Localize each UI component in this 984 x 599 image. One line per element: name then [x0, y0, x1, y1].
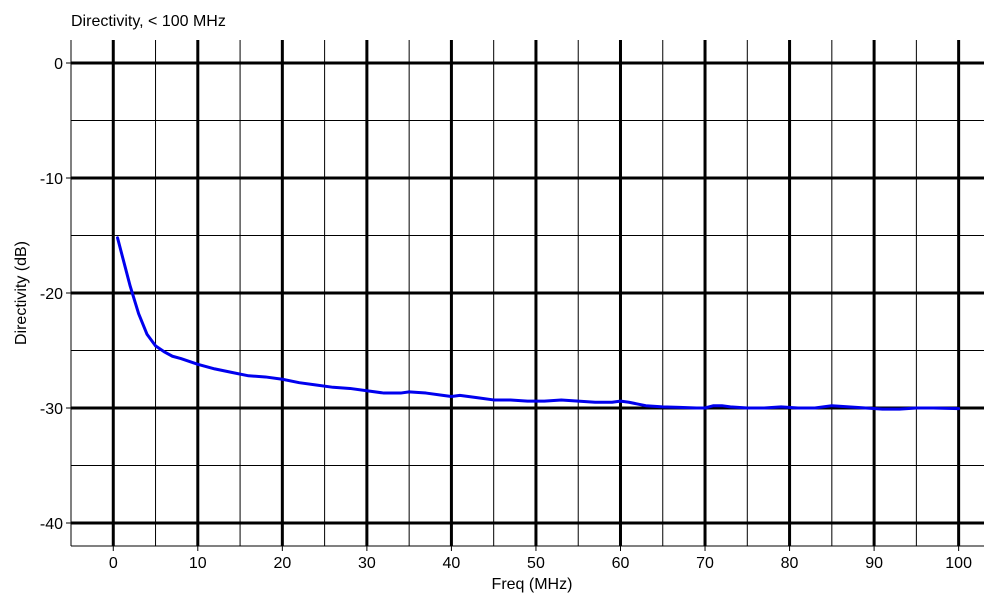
y-tick-label: -10: [40, 171, 63, 188]
x-tick-label: 60: [612, 555, 630, 572]
x-tick-label: 70: [696, 555, 714, 572]
x-tick-label: 20: [273, 555, 291, 572]
y-tick-label: -20: [40, 286, 63, 303]
x-axis-label: Freq (MHz): [492, 576, 573, 593]
x-tick-label: 0: [109, 555, 118, 572]
y-axis-ticks: 0 -10 -20 -30 -40: [40, 56, 71, 533]
x-tick-label: 100: [945, 555, 972, 572]
chart-title: Directivity, < 100 MHz: [71, 13, 226, 30]
x-axis-ticks: 0 10 20 30 40 50 60 70 80 90 100: [109, 546, 972, 572]
series-layer: [116, 236, 961, 411]
x-tick-label: 80: [781, 555, 799, 572]
y-axis-label: Directivity (dB): [13, 241, 30, 345]
y-tick-label: -30: [40, 401, 63, 418]
x-tick-label: 10: [189, 555, 207, 572]
x-tick-label: 90: [865, 555, 883, 572]
x-tick-label: 50: [527, 555, 545, 572]
y-tick-label: -40: [40, 516, 63, 533]
x-tick-label: 40: [443, 555, 461, 572]
grid: [70, 40, 984, 547]
series-line: [116, 236, 961, 411]
y-tick-label: 0: [54, 56, 63, 73]
x-tick-label: 30: [358, 555, 376, 572]
